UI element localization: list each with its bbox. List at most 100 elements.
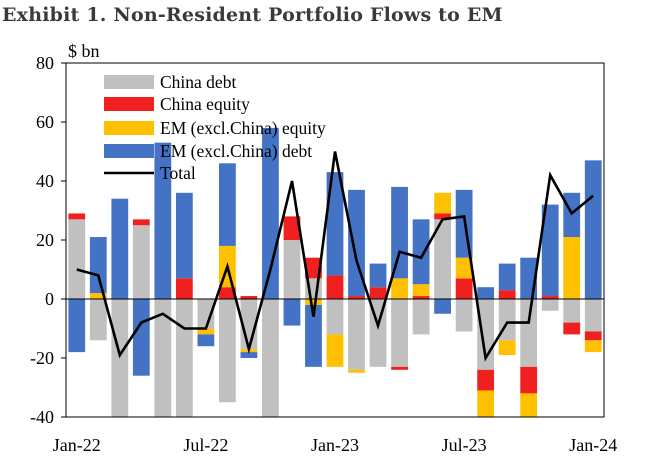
- bar-china-debt: [391, 299, 408, 367]
- bar-em-equity: [584, 340, 602, 353]
- bar-china-equity: [520, 366, 538, 394]
- legend-label: EM (excl.China) debt: [160, 141, 312, 161]
- legend-label: China equity: [160, 94, 250, 114]
- y-tick-label: 80: [36, 53, 54, 73]
- bar-em-debt: [111, 198, 129, 299]
- bar-em-debt: [68, 299, 86, 353]
- bar-china-equity: [305, 257, 322, 279]
- bar-em-debt: [498, 263, 516, 291]
- bar-em-debt: [197, 334, 215, 347]
- bar-china-equity: [240, 296, 258, 299]
- bar-em-debt: [434, 299, 451, 314]
- bar-china-debt: [175, 299, 193, 417]
- bar-china-equity: [434, 213, 451, 220]
- y-axis-unit-label: $ bn: [68, 41, 100, 61]
- bar-china-debt: [326, 299, 344, 335]
- bar-china-equity: [541, 296, 559, 299]
- bar-china-equity: [175, 278, 193, 299]
- y-tick-label: 0: [45, 289, 54, 309]
- y-tick-label: -40: [30, 407, 54, 427]
- bar-china-debt: [434, 219, 451, 299]
- bar-em-debt: [175, 192, 193, 279]
- bar-em-debt: [541, 204, 559, 297]
- bar-em-debt: [219, 163, 236, 246]
- bar-em-equity: [348, 369, 365, 373]
- total-line: [76, 151, 595, 362]
- y-tick-label: 60: [36, 112, 54, 132]
- bar-china-debt: [262, 299, 279, 417]
- legend-label: EM (excl.China) equity: [160, 118, 326, 138]
- bar-china-equity: [219, 287, 236, 299]
- bar-em-debt: [391, 186, 408, 279]
- bar-china-debt: [197, 299, 215, 329]
- y-axis: 80 60 40 20 0 -20 -40: [30, 53, 66, 427]
- x-tick-label: Jan-24: [569, 435, 617, 455]
- bar-china-debt: [89, 299, 107, 341]
- bar-china-equity: [498, 290, 516, 299]
- y-tick-label: -20: [30, 348, 54, 368]
- bar-china-debt: [283, 240, 301, 299]
- legend-swatch-em-debt: [104, 144, 154, 158]
- bar-china-debt: [132, 225, 150, 299]
- bar-china-debt: [412, 299, 430, 335]
- bar-em-equity: [391, 278, 408, 299]
- bar-china-equity: [563, 322, 581, 335]
- bar-china-equity: [412, 296, 430, 299]
- bars: [68, 127, 602, 417]
- bar-china-equity: [326, 275, 344, 299]
- bar-china-debt: [111, 299, 129, 417]
- bar-em-debt: [326, 172, 344, 276]
- bar-china-debt: [68, 219, 86, 299]
- bar-china-debt: [541, 299, 559, 311]
- bar-em-equity: [498, 340, 516, 356]
- bar-em-equity: [477, 390, 495, 417]
- legend-swatch-china-debt: [104, 75, 154, 89]
- bar-china-equity: [68, 213, 86, 220]
- bar-em-debt: [89, 237, 107, 294]
- bar-em-debt: [584, 160, 602, 299]
- bar-em-equity: [89, 293, 107, 299]
- bar-em-debt: [305, 304, 322, 367]
- bar-china-equity: [391, 366, 408, 370]
- x-tick-label: Jan-22: [53, 435, 101, 455]
- bar-em-equity: [305, 299, 322, 305]
- bar-em-debt: [240, 352, 258, 358]
- bar-china-debt: [455, 299, 473, 332]
- bar-china-equity: [584, 331, 602, 341]
- bar-em-debt: [412, 219, 430, 285]
- bar-china-debt: [563, 299, 581, 323]
- legend-swatch-em-equity: [104, 121, 154, 135]
- bar-em-equity: [326, 334, 344, 367]
- legend-swatch-china-equity: [104, 97, 154, 111]
- x-tick-label: Jan-23: [311, 435, 359, 455]
- chart-title: Exhibit 1. Non-Resident Portfolio Flows …: [2, 4, 503, 26]
- bar-china-debt: [520, 299, 538, 367]
- bar-china-debt: [584, 299, 602, 332]
- bar-em-equity: [563, 237, 581, 299]
- bar-em-debt: [154, 142, 172, 299]
- bar-china-equity: [283, 216, 301, 240]
- bar-china-debt: [348, 299, 365, 370]
- bar-em-debt: [369, 263, 387, 288]
- bar-china-equity: [132, 219, 150, 226]
- bar-china-equity: [455, 278, 473, 299]
- bar-em-debt: [283, 299, 301, 326]
- bar-em-equity: [434, 192, 451, 214]
- bar-china-equity: [348, 296, 365, 299]
- x-axis: Jan-22 Jul-22 Jan-23 Jul-23 Jan-24: [53, 435, 617, 455]
- legend-label: China debt: [160, 72, 236, 92]
- x-tick-label: Jul-23: [442, 435, 487, 455]
- y-tick-label: 20: [36, 230, 54, 250]
- bar-china-equity: [477, 369, 495, 391]
- bar-em-debt: [132, 299, 150, 376]
- x-tick-label: Jul-22: [183, 435, 228, 455]
- bar-em-equity: [197, 328, 215, 335]
- bar-em-equity: [520, 393, 538, 417]
- bar-em-debt: [477, 287, 495, 299]
- bar-china-debt: [154, 299, 172, 417]
- bar-em-equity: [412, 284, 430, 297]
- y-tick-label: 40: [36, 171, 54, 191]
- legend-label: Total: [160, 163, 196, 183]
